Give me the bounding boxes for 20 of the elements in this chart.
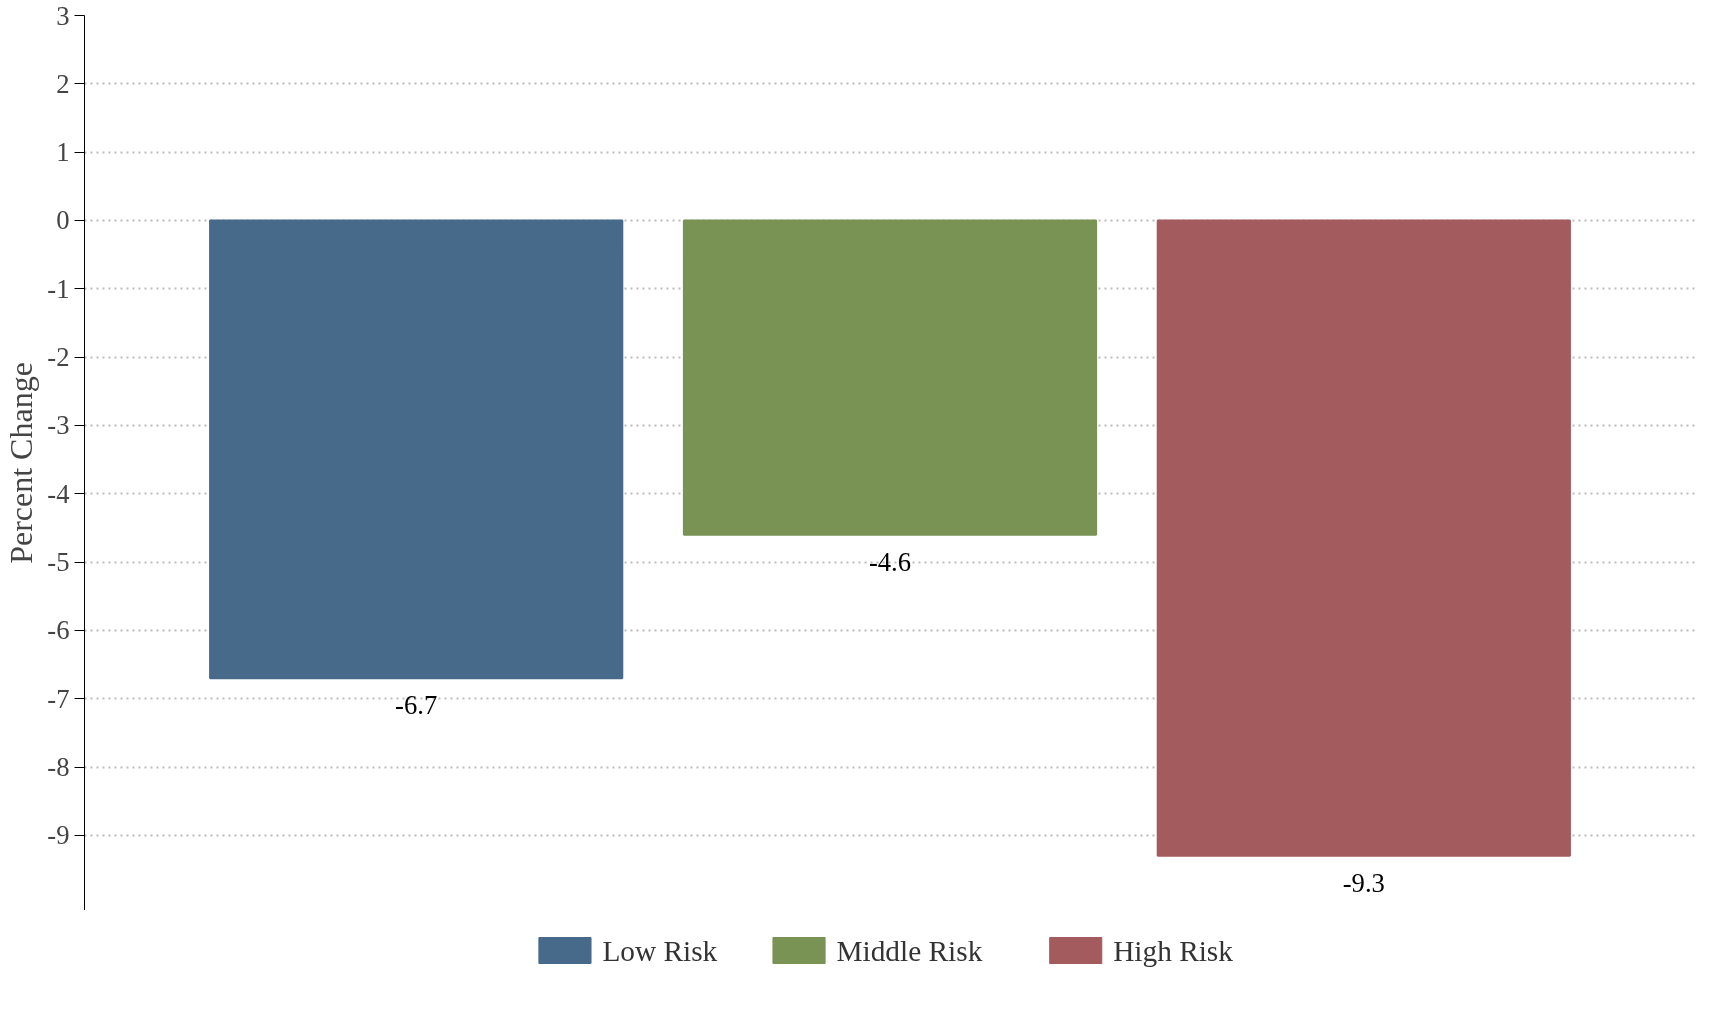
y-tick-label: -4	[47, 478, 70, 509]
y-axis-title: Percent Change	[3, 362, 40, 564]
y-tick-label: 0	[56, 205, 70, 236]
y-tick-label: -6	[47, 615, 70, 646]
y-tick-label: -3	[47, 410, 70, 441]
legend-label: Middle Risk	[836, 934, 983, 967]
data-label: -6.7	[395, 690, 438, 721]
legend-label: High Risk	[1113, 934, 1234, 967]
y-tick-label: -7	[47, 683, 70, 714]
y-tick-label: -8	[47, 752, 70, 783]
data-label: -4.6	[868, 546, 912, 577]
y-tick-label: -9	[47, 820, 70, 851]
y-tick-label: 3	[56, 0, 70, 31]
y-tick-label: -5	[47, 547, 70, 578]
y-tick-label: -1	[47, 273, 70, 304]
y-tick-label: 1	[56, 137, 70, 168]
legend-label: Low Risk	[602, 934, 718, 967]
data-label: -9.3	[1342, 867, 1385, 898]
y-tick-label: 2	[56, 68, 70, 99]
y-tick-label: -2	[47, 342, 70, 373]
